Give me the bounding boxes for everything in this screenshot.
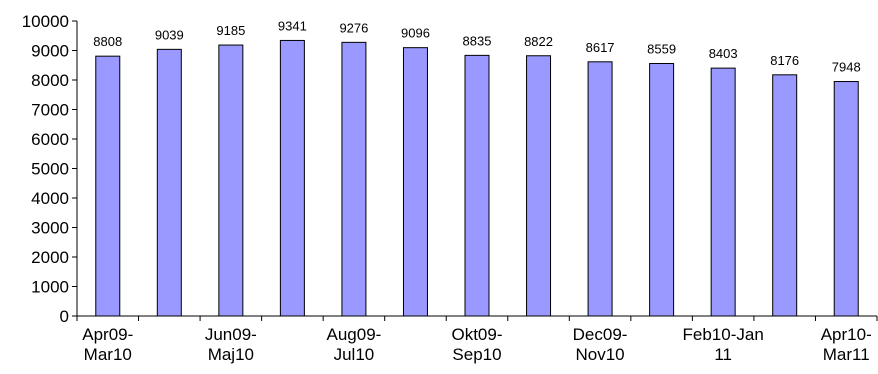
y-tick-label: 5000 <box>31 160 69 179</box>
bar-data-label: 9341 <box>278 18 307 33</box>
bar-data-label: 9039 <box>155 27 184 42</box>
bar-data-label: 7948 <box>832 60 861 75</box>
x-category-label: Feb10-Jan <box>683 325 764 344</box>
y-tick-label: 7000 <box>31 101 69 120</box>
x-category-label: Jul10 <box>334 345 375 364</box>
x-category-label: Sep10 <box>452 345 501 364</box>
bar-data-label: 8617 <box>586 40 615 55</box>
y-tick-label: 4000 <box>31 189 69 208</box>
x-category-label: Mar10 <box>84 345 132 364</box>
bar-data-label: 9185 <box>216 23 245 38</box>
bar-data-label: 8559 <box>647 42 676 57</box>
y-tick-label: 3000 <box>31 219 69 238</box>
y-tick-label: 6000 <box>31 130 69 149</box>
bar-data-label: 8808 <box>93 34 122 49</box>
bar-data-label: 8835 <box>463 33 492 48</box>
bar-data-label: 9096 <box>401 26 430 41</box>
y-axis: 0 1000 2000 3000 4000 5000 6000 7000 8000 9000 100… <box>22 12 78 326</box>
bar <box>710 67 736 317</box>
bar-data-label: 8176 <box>770 53 799 68</box>
x-axis: Apr09-Mar10 Jun09-Maj10 Aug09-Jul10 Okt09-S… <box>76 315 878 364</box>
bar <box>341 41 367 317</box>
y-tick-label: 0 <box>60 307 69 326</box>
x-category-label: Apr10- <box>821 325 872 344</box>
bar <box>402 47 428 317</box>
bar-data-label: 8822 <box>524 34 553 49</box>
bar <box>526 55 552 317</box>
bar <box>833 81 859 317</box>
bar <box>464 54 490 317</box>
bar <box>279 39 305 317</box>
x-category-label: Nov10 <box>576 345 625 364</box>
bar-data-label: 9276 <box>339 20 368 35</box>
bars-group <box>95 39 859 317</box>
x-category-label: Mar11 <box>823 345 870 364</box>
x-category-label: Dec09- <box>573 325 628 344</box>
x-category-label: Aug09- <box>327 325 382 344</box>
bar <box>772 74 798 317</box>
x-category-label: Okt09- <box>451 325 502 344</box>
x-category-label: Maj10 <box>208 345 254 364</box>
bar <box>156 48 182 317</box>
y-tick-label: 1000 <box>31 278 69 297</box>
x-category-label: Apr09- <box>82 325 133 344</box>
x-category-label: Jun09- <box>205 325 257 344</box>
data-labels-group: 8808 9039 9185 9341 9276 9096 8835 8822 8617 8559… <box>93 18 860 74</box>
y-tick-label: 9000 <box>31 42 69 61</box>
bar <box>95 55 121 317</box>
bar <box>587 61 613 317</box>
bar <box>218 44 244 317</box>
y-tick-label: 10000 <box>22 12 69 31</box>
bar <box>649 63 675 317</box>
y-tick-label: 2000 <box>31 248 69 267</box>
x-category-label: 11 <box>714 345 732 364</box>
bar-data-label: 8403 <box>709 46 738 61</box>
y-tick-label: 8000 <box>31 71 69 90</box>
